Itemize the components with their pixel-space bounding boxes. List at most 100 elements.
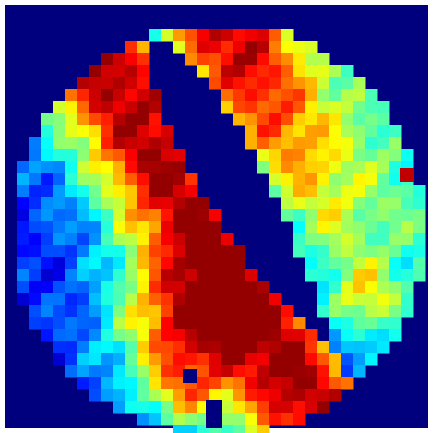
heat-cell (77, 305, 90, 318)
heat-cell (101, 125, 114, 138)
heat-cell (41, 281, 54, 294)
heat-cell (113, 89, 126, 102)
heat-cell (245, 77, 258, 90)
heat-cell (413, 197, 426, 210)
heat-cell (341, 113, 354, 126)
heat-cell (161, 125, 174, 138)
heat-cell (161, 317, 174, 330)
heat-cell (89, 269, 102, 282)
heat-cell (257, 353, 270, 366)
heat-cell (281, 305, 294, 318)
heat-cell (269, 125, 282, 138)
heat-cell (281, 137, 294, 150)
heat-cell (137, 329, 150, 342)
heat-cell (365, 257, 378, 270)
heat-cell (125, 161, 138, 174)
heat-cell (137, 173, 150, 186)
heat-cell (89, 101, 102, 114)
heat-cell (329, 137, 342, 150)
heat-cell (377, 137, 390, 150)
heat-cell (245, 401, 258, 414)
heat-cell (377, 185, 390, 198)
heat-cell (221, 77, 234, 90)
heat-cell (233, 269, 246, 282)
heat-cell (341, 77, 354, 90)
heat-cell (209, 221, 222, 234)
heat-cell (173, 185, 186, 198)
heat-cell (125, 269, 138, 282)
heat-cell (317, 65, 330, 78)
heat-cell (113, 389, 126, 402)
heat-cell (317, 401, 330, 414)
heat-cell (77, 365, 90, 378)
heat-cell (185, 425, 198, 433)
heat-cell (317, 353, 330, 366)
heat-cell (29, 221, 42, 234)
heat-cell (125, 221, 138, 234)
heat-cell (317, 389, 330, 402)
heat-cell (377, 221, 390, 234)
heat-cell (413, 209, 426, 222)
heat-cell (161, 401, 174, 414)
heat-cell (269, 137, 282, 150)
heat-cell (209, 389, 222, 402)
heat-cell (389, 185, 402, 198)
heat-cell (317, 53, 330, 66)
heat-cell (101, 281, 114, 294)
heat-cell (197, 329, 210, 342)
heat-cell (329, 365, 342, 378)
heat-cell (269, 101, 282, 114)
heat-cell (293, 149, 306, 162)
heat-cell (365, 329, 378, 342)
heat-cell (41, 269, 54, 282)
heat-cell (329, 377, 342, 390)
heat-cell (257, 29, 270, 42)
heat-cell (161, 137, 174, 150)
heat-cell (137, 185, 150, 198)
heat-cell (329, 161, 342, 174)
heat-cell (149, 389, 162, 402)
heat-cell (353, 293, 366, 306)
heat-cell (317, 233, 330, 246)
heat-cell (401, 233, 414, 246)
heat-cell (29, 293, 42, 306)
heat-cell (341, 269, 354, 282)
heat-cell (197, 305, 210, 318)
heat-cell (257, 293, 270, 306)
heat-cell (389, 305, 402, 318)
heat-cell (29, 185, 42, 198)
heat-cell (269, 173, 282, 186)
heat-cell (377, 269, 390, 282)
heat-cell (329, 149, 342, 162)
heat-cell (197, 281, 210, 294)
heat-cell (185, 329, 198, 342)
heat-cell (209, 281, 222, 294)
heat-cell (89, 257, 102, 270)
heat-cell (137, 161, 150, 174)
heat-cell (245, 41, 258, 54)
heat-cell (389, 221, 402, 234)
heat-cell (389, 317, 402, 330)
heat-cell (41, 257, 54, 270)
heat-cell (113, 197, 126, 210)
heat-cell (53, 293, 66, 306)
heat-cell (341, 209, 354, 222)
heat-cell (389, 149, 402, 162)
heat-cell (101, 233, 114, 246)
heat-cell (137, 269, 150, 282)
heat-cell (293, 413, 306, 426)
heat-cell (281, 161, 294, 174)
heat-cell (125, 353, 138, 366)
heat-cell (41, 221, 54, 234)
heat-cell (101, 65, 114, 78)
heat-cell (221, 293, 234, 306)
heat-cell (149, 161, 162, 174)
heat-cell (53, 269, 66, 282)
heat-cell (305, 41, 318, 54)
heat-cell (173, 173, 186, 186)
heat-cell (101, 113, 114, 126)
heat-cell (113, 173, 126, 186)
heat-cell (185, 401, 198, 414)
heat-cell (365, 209, 378, 222)
heat-cell (77, 125, 90, 138)
